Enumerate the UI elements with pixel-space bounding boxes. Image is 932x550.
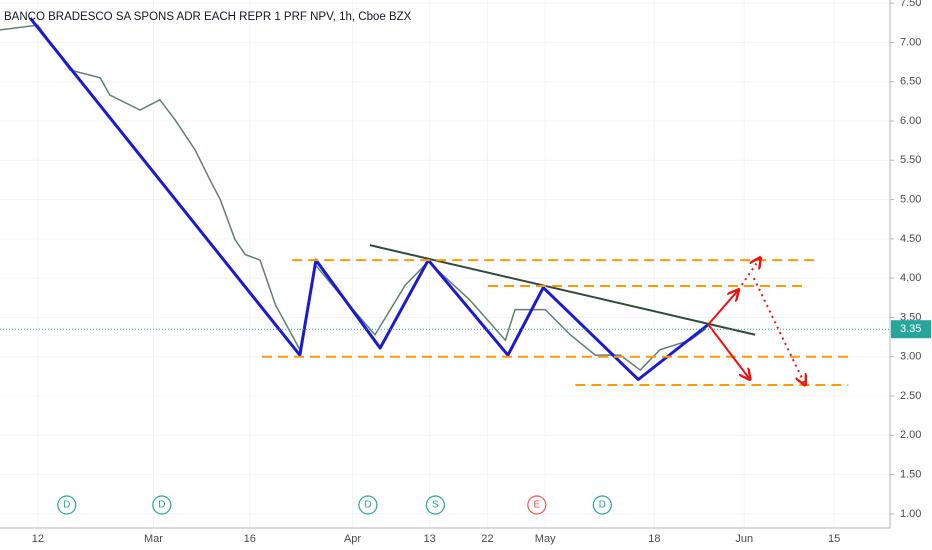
x-tick-label: Jun: [735, 533, 753, 545]
y-tick-label: 5.00: [900, 193, 921, 205]
grid: [0, 0, 890, 528]
event-label: D: [63, 500, 70, 511]
x-tick-label: Mar: [144, 533, 163, 545]
y-tick-label: 6.50: [900, 76, 921, 88]
drawing: [369, 244, 756, 336]
y-tick-label: 2.00: [900, 429, 921, 441]
y-tick-label: 5.50: [900, 154, 921, 166]
x-tick-label: 22: [481, 533, 493, 545]
plot: [0, 17, 849, 385]
x-tick-label: 16: [244, 533, 256, 545]
event-marker: [527, 495, 547, 515]
y-tick-label: 4.50: [900, 233, 921, 245]
event-marker: [592, 495, 612, 515]
y-tick-label: 7.50: [900, 0, 921, 9]
event-label: E: [533, 500, 540, 511]
y-tick-label: 3.00: [900, 351, 921, 363]
y-tick-label: 1.00: [900, 508, 921, 520]
event-label: D: [364, 500, 371, 511]
x-tick-label: Apr: [344, 533, 361, 545]
event-marker: [358, 495, 378, 515]
event-label: D: [158, 500, 165, 511]
drawing: [707, 290, 738, 326]
x-tick-label: May: [535, 533, 556, 545]
event-label: S: [432, 500, 439, 511]
x-tick-label: 13: [423, 533, 435, 545]
event-marker: [425, 495, 445, 515]
drawing: [707, 323, 750, 380]
event-label: D: [599, 500, 606, 511]
drawing: [737, 258, 760, 291]
chart-title: BANCO BRADESCO SA SPONS ADR EACH REPR 1 …: [4, 11, 412, 23]
x-tick-label: 18: [648, 533, 660, 545]
y-tick-label: 2.50: [900, 390, 921, 402]
event-marker: [152, 495, 172, 515]
event-marker: [57, 495, 77, 515]
last-price-box: [891, 320, 931, 339]
drawing: [752, 277, 805, 385]
y-tick-label: 4.00: [900, 272, 921, 284]
y-tick-label: 1.50: [900, 468, 921, 480]
x-tick-label: 12: [32, 533, 44, 545]
y-tick-label: 7.00: [900, 36, 921, 48]
y-tick-label: 6.00: [900, 115, 921, 127]
last-price-label: 3.35: [900, 323, 921, 335]
x-tick-label: 15: [828, 533, 840, 545]
